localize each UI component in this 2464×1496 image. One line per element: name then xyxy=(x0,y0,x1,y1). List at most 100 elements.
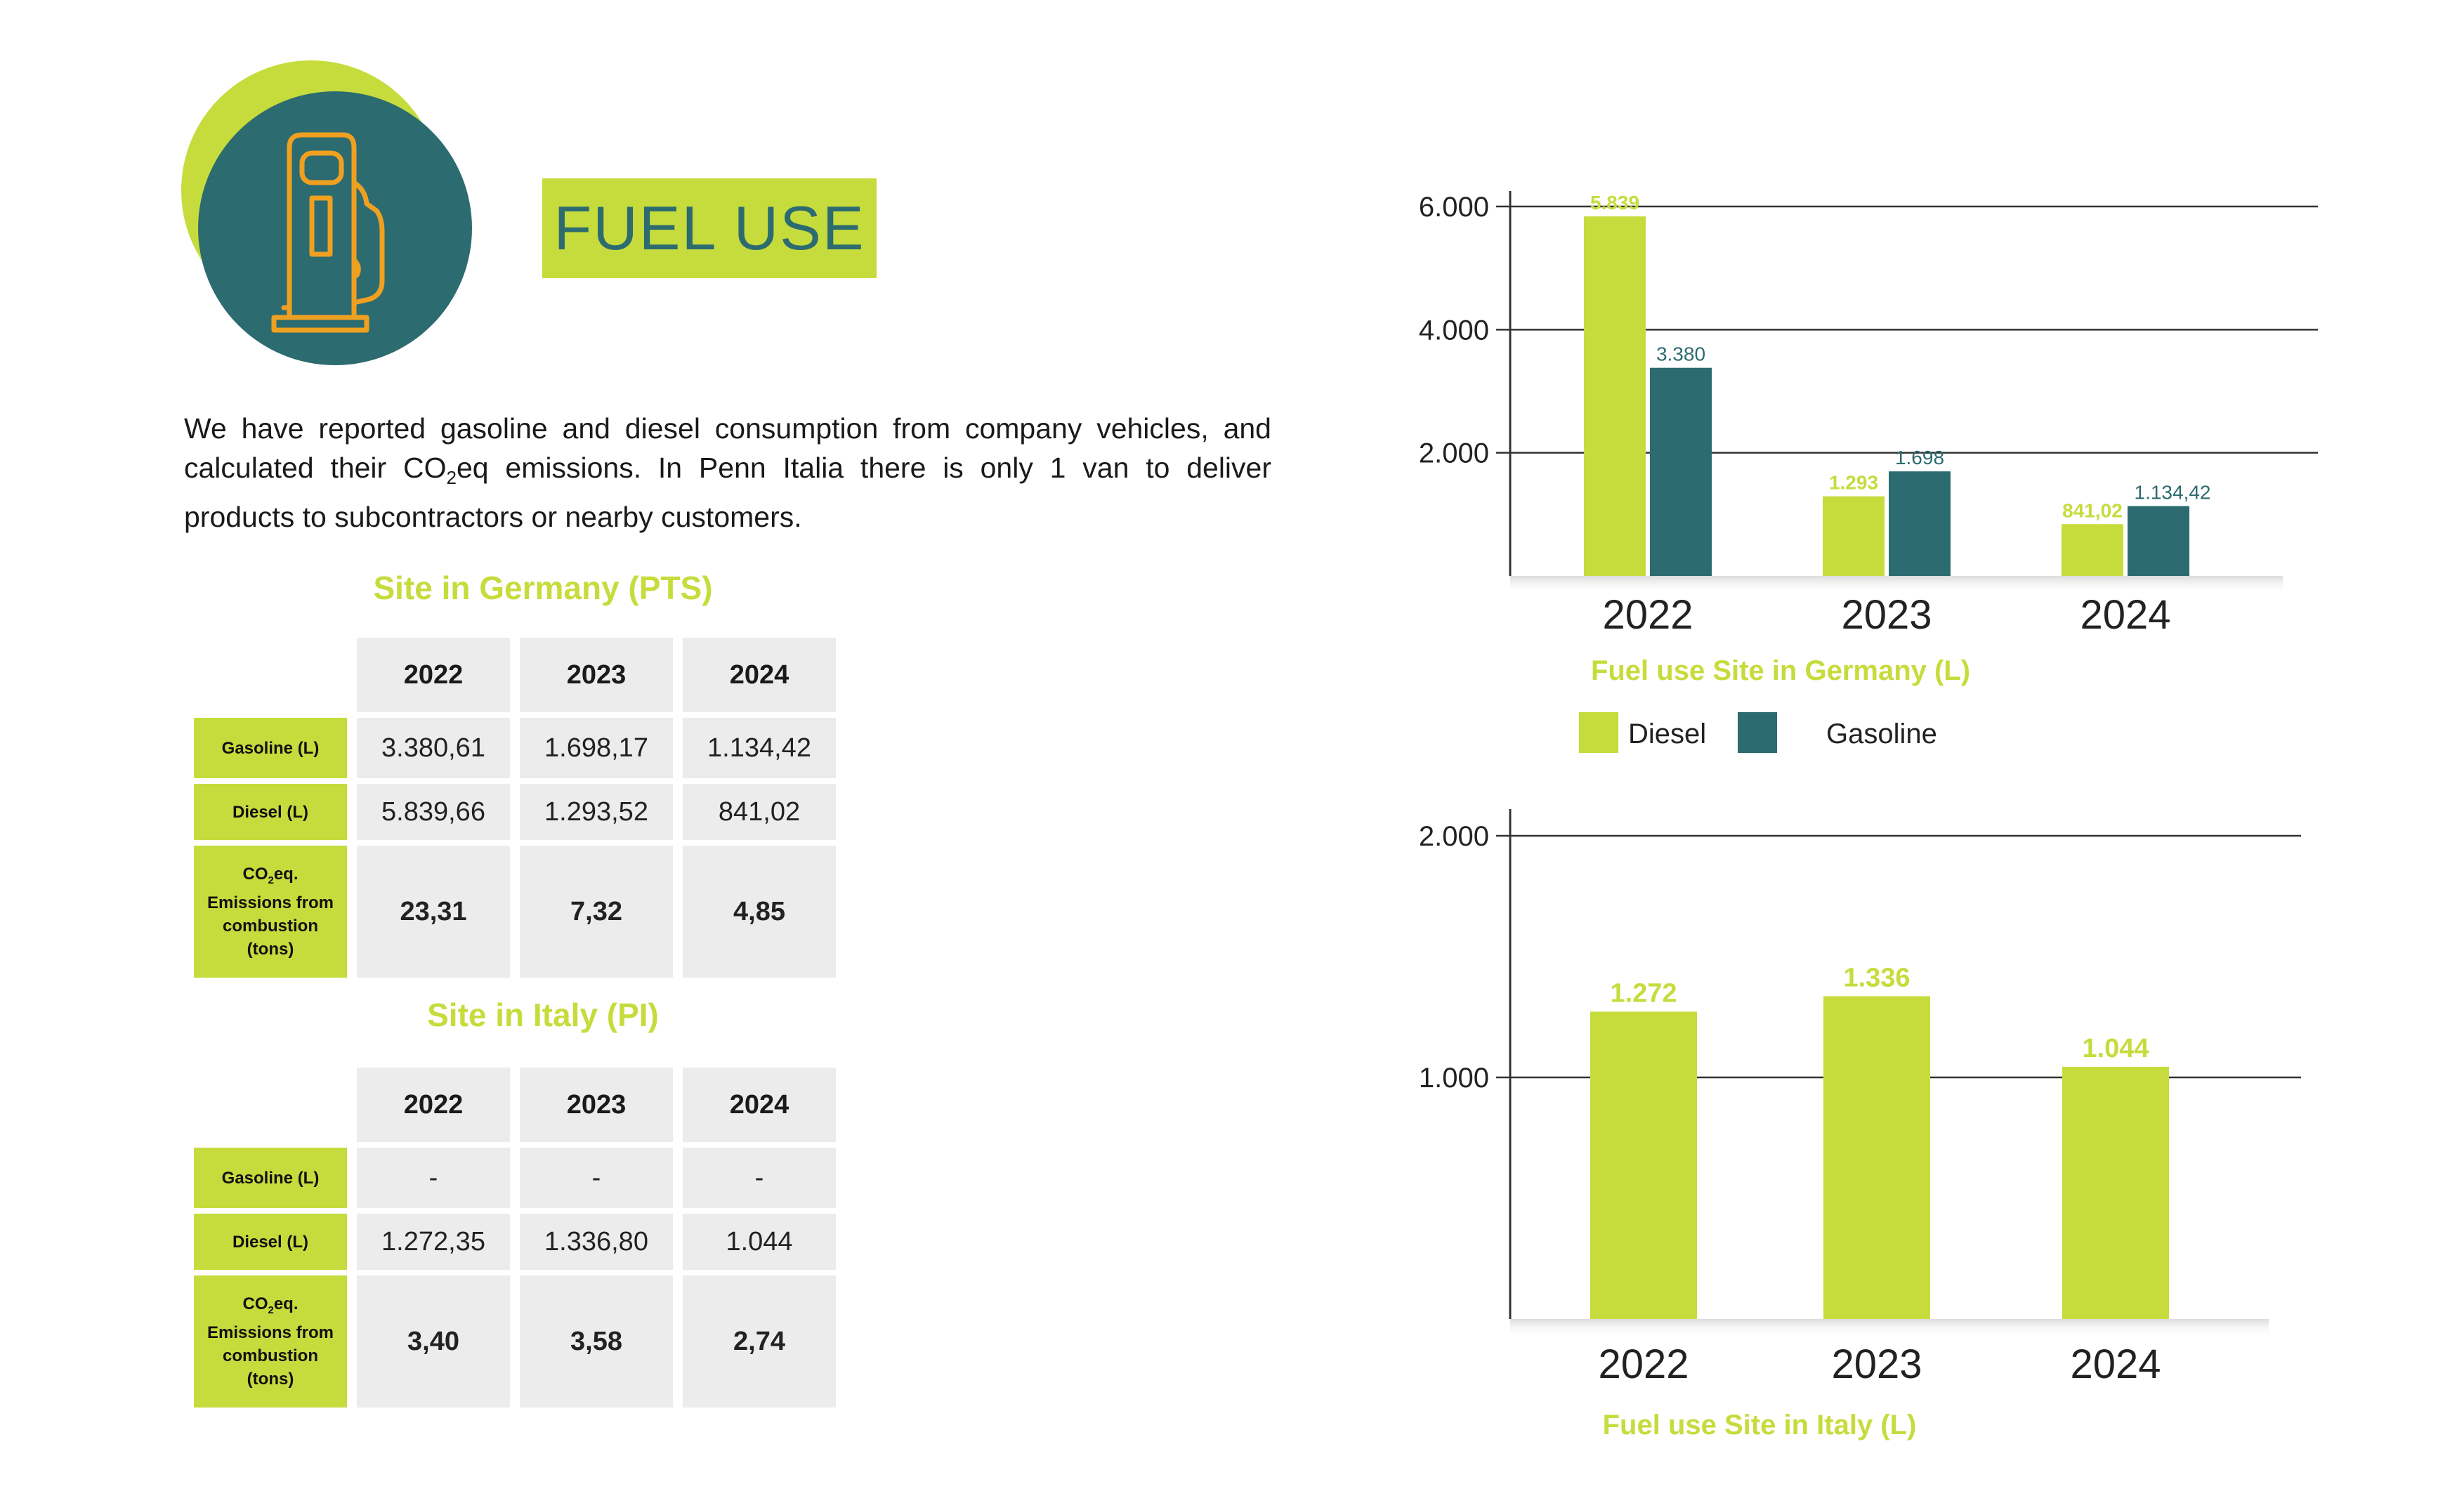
table-row: CO2eq. Emissions from combustion (tons) 3,4… xyxy=(194,1275,836,1408)
label-part: (tons) xyxy=(247,1370,294,1389)
label-part: (tons) xyxy=(247,940,294,959)
table-cell: 1.272,35 xyxy=(357,1214,510,1270)
label-part: Emissions from xyxy=(207,1323,334,1343)
y-tick-label: 1.000 xyxy=(1419,1063,1489,1094)
row-label-emissions: CO2eq. Emissions from combustion (tons) xyxy=(194,846,347,978)
x-tick-label: 2024 xyxy=(2080,592,2170,638)
table-cell: 23,31 xyxy=(357,846,510,978)
label-part: CO xyxy=(242,864,268,884)
label-subscript: 2 xyxy=(268,1304,274,1316)
year-header: 2024 xyxy=(683,1068,836,1142)
legend-swatch-diesel xyxy=(1579,712,1618,753)
table-cell: - xyxy=(520,1148,673,1208)
italy-fuel-chart: 1.000 2.000 1.272 2022 1.336 2023 1.044 2024 Fue… xyxy=(1419,809,2301,1441)
y-tick-label: 2.000 xyxy=(1419,438,1489,469)
bar-diesel-2022 xyxy=(1590,1011,1697,1319)
chart-floor-shadow xyxy=(1510,1319,2269,1337)
italy-table-title: Site in Italy (PI) xyxy=(427,997,659,1033)
x-tick-label: 2022 xyxy=(1602,592,1693,638)
bar-gasoline-2023 xyxy=(1889,471,1951,576)
row-label-diesel: Diesel (L) xyxy=(194,784,347,840)
bar-diesel-2023 xyxy=(1823,496,1885,576)
bar-diesel-2024 xyxy=(2062,524,2123,576)
bar-gasoline-2024 xyxy=(2128,506,2189,576)
intro-text-b: eq emissions. In Penn Italia there is on… xyxy=(184,452,1271,534)
table-cell: - xyxy=(357,1148,510,1208)
intro-text-a: We have reported gasoline and diesel con… xyxy=(184,412,1271,484)
table-row: Gasoline (L) 3.380,61 1.698,17 1.134,42 xyxy=(194,718,836,778)
legend-label-gasoline: Gasoline xyxy=(1826,719,1937,749)
label-part: Emissions from xyxy=(207,893,334,913)
page-title: FUEL USE xyxy=(553,193,865,263)
y-tick-label: 2.000 xyxy=(1419,821,1489,852)
year-header: 2022 xyxy=(357,638,510,712)
x-tick-label: 2022 xyxy=(1598,1341,1689,1387)
germany-fuel-chart: 2.000 4.000 6.000 5.839 3.380 2022 1.293 1.698 2… xyxy=(1419,191,2318,753)
label-part: eq. xyxy=(273,1294,299,1313)
intro-paragraph: We have reported gasoline and diesel con… xyxy=(184,409,1271,537)
label-subscript: 2 xyxy=(268,874,274,886)
data-label: 3.380 xyxy=(1656,343,1705,365)
table-cell: 7,32 xyxy=(520,846,673,978)
table-row: Diesel (L) 1.272,35 1.336,80 1.044 xyxy=(194,1214,836,1270)
bar-gasoline-2022 xyxy=(1650,367,1712,576)
table-cell: 1.044 xyxy=(683,1214,836,1270)
title-banner: FUEL USE xyxy=(542,178,877,278)
bar-diesel-2024 xyxy=(2062,1066,2169,1319)
germany-table-title: Site in Germany (PTS) xyxy=(373,570,713,606)
table-cell: 3,40 xyxy=(357,1275,510,1408)
table-cell: 4,85 xyxy=(683,846,836,978)
x-tick-label: 2023 xyxy=(1841,592,1932,638)
label-part: combustion xyxy=(223,917,318,936)
data-label: 1.272 xyxy=(1610,978,1677,1008)
table-row: Diesel (L) 5.839,66 1.293,52 841,02 xyxy=(194,784,836,840)
row-label-gasoline: Gasoline (L) xyxy=(194,1148,347,1208)
year-header: 2022 xyxy=(357,1068,510,1142)
data-label: 1.336 xyxy=(1843,963,1910,992)
row-label-diesel: Diesel (L) xyxy=(194,1214,347,1270)
table-cell: 3.380,61 xyxy=(357,718,510,778)
table-cell: 1.293,52 xyxy=(520,784,673,840)
table-cell: - xyxy=(683,1148,836,1208)
bar-diesel-2022 xyxy=(1584,216,1646,576)
x-tick-label: 2024 xyxy=(2070,1341,2161,1387)
label-part: CO xyxy=(242,1294,268,1313)
table-cell: 3,58 xyxy=(520,1275,673,1408)
intro-subscript: 2 xyxy=(446,467,457,489)
table-cell: 2,74 xyxy=(683,1275,836,1408)
table-cell: 5.839,66 xyxy=(357,784,510,840)
data-label: 5.839 xyxy=(1590,192,1639,214)
label-part: combustion xyxy=(223,1346,318,1366)
italy-table: 2022 2023 2024 Gasoline (L) - - - Diesel… xyxy=(184,1062,846,1413)
row-label-emissions: CO2eq. Emissions from combustion (tons) xyxy=(194,1275,347,1408)
data-label: 1.698 xyxy=(1895,447,1944,468)
x-tick-label: 2023 xyxy=(1831,1341,1922,1387)
table-row: CO2eq. Emissions from combustion (tons) 23,… xyxy=(194,846,836,978)
y-tick-label: 4.000 xyxy=(1419,315,1489,346)
chart-title: Fuel use Site in Italy (L) xyxy=(1603,1410,1917,1441)
year-header: 2024 xyxy=(683,638,836,712)
table-cell: 841,02 xyxy=(683,784,836,840)
chart-floor-shadow xyxy=(1510,576,2283,594)
bar-diesel-2023 xyxy=(1823,996,1930,1319)
year-header: 2023 xyxy=(520,1068,673,1142)
label-part: eq. xyxy=(273,864,299,884)
data-label: 1.134,42 xyxy=(2135,482,2211,504)
legend-swatch-gasoline xyxy=(1738,712,1777,753)
table-cell: 1.698,17 xyxy=(520,718,673,778)
chart-title: Fuel use Site in Germany (L) xyxy=(1591,655,1970,686)
legend-label-diesel: Diesel xyxy=(1628,719,1706,749)
table-cell: 1.336,80 xyxy=(520,1214,673,1270)
year-header: 2023 xyxy=(520,638,673,712)
y-tick-label: 6.000 xyxy=(1419,192,1489,223)
data-label: 1.293 xyxy=(1829,472,1878,494)
table-row: Gasoline (L) - - - xyxy=(194,1148,836,1208)
data-label: 1.044 xyxy=(2082,1034,2149,1063)
germany-table: 2022 2023 2024 Gasoline (L) 3.380,61 1.6… xyxy=(184,632,846,983)
data-label: 841,02 xyxy=(2062,499,2123,521)
fuel-pump-badge xyxy=(198,91,472,365)
fuel-pump-icon xyxy=(271,132,385,333)
table-cell: 1.134,42 xyxy=(683,718,836,778)
row-label-gasoline: Gasoline (L) xyxy=(194,718,347,778)
